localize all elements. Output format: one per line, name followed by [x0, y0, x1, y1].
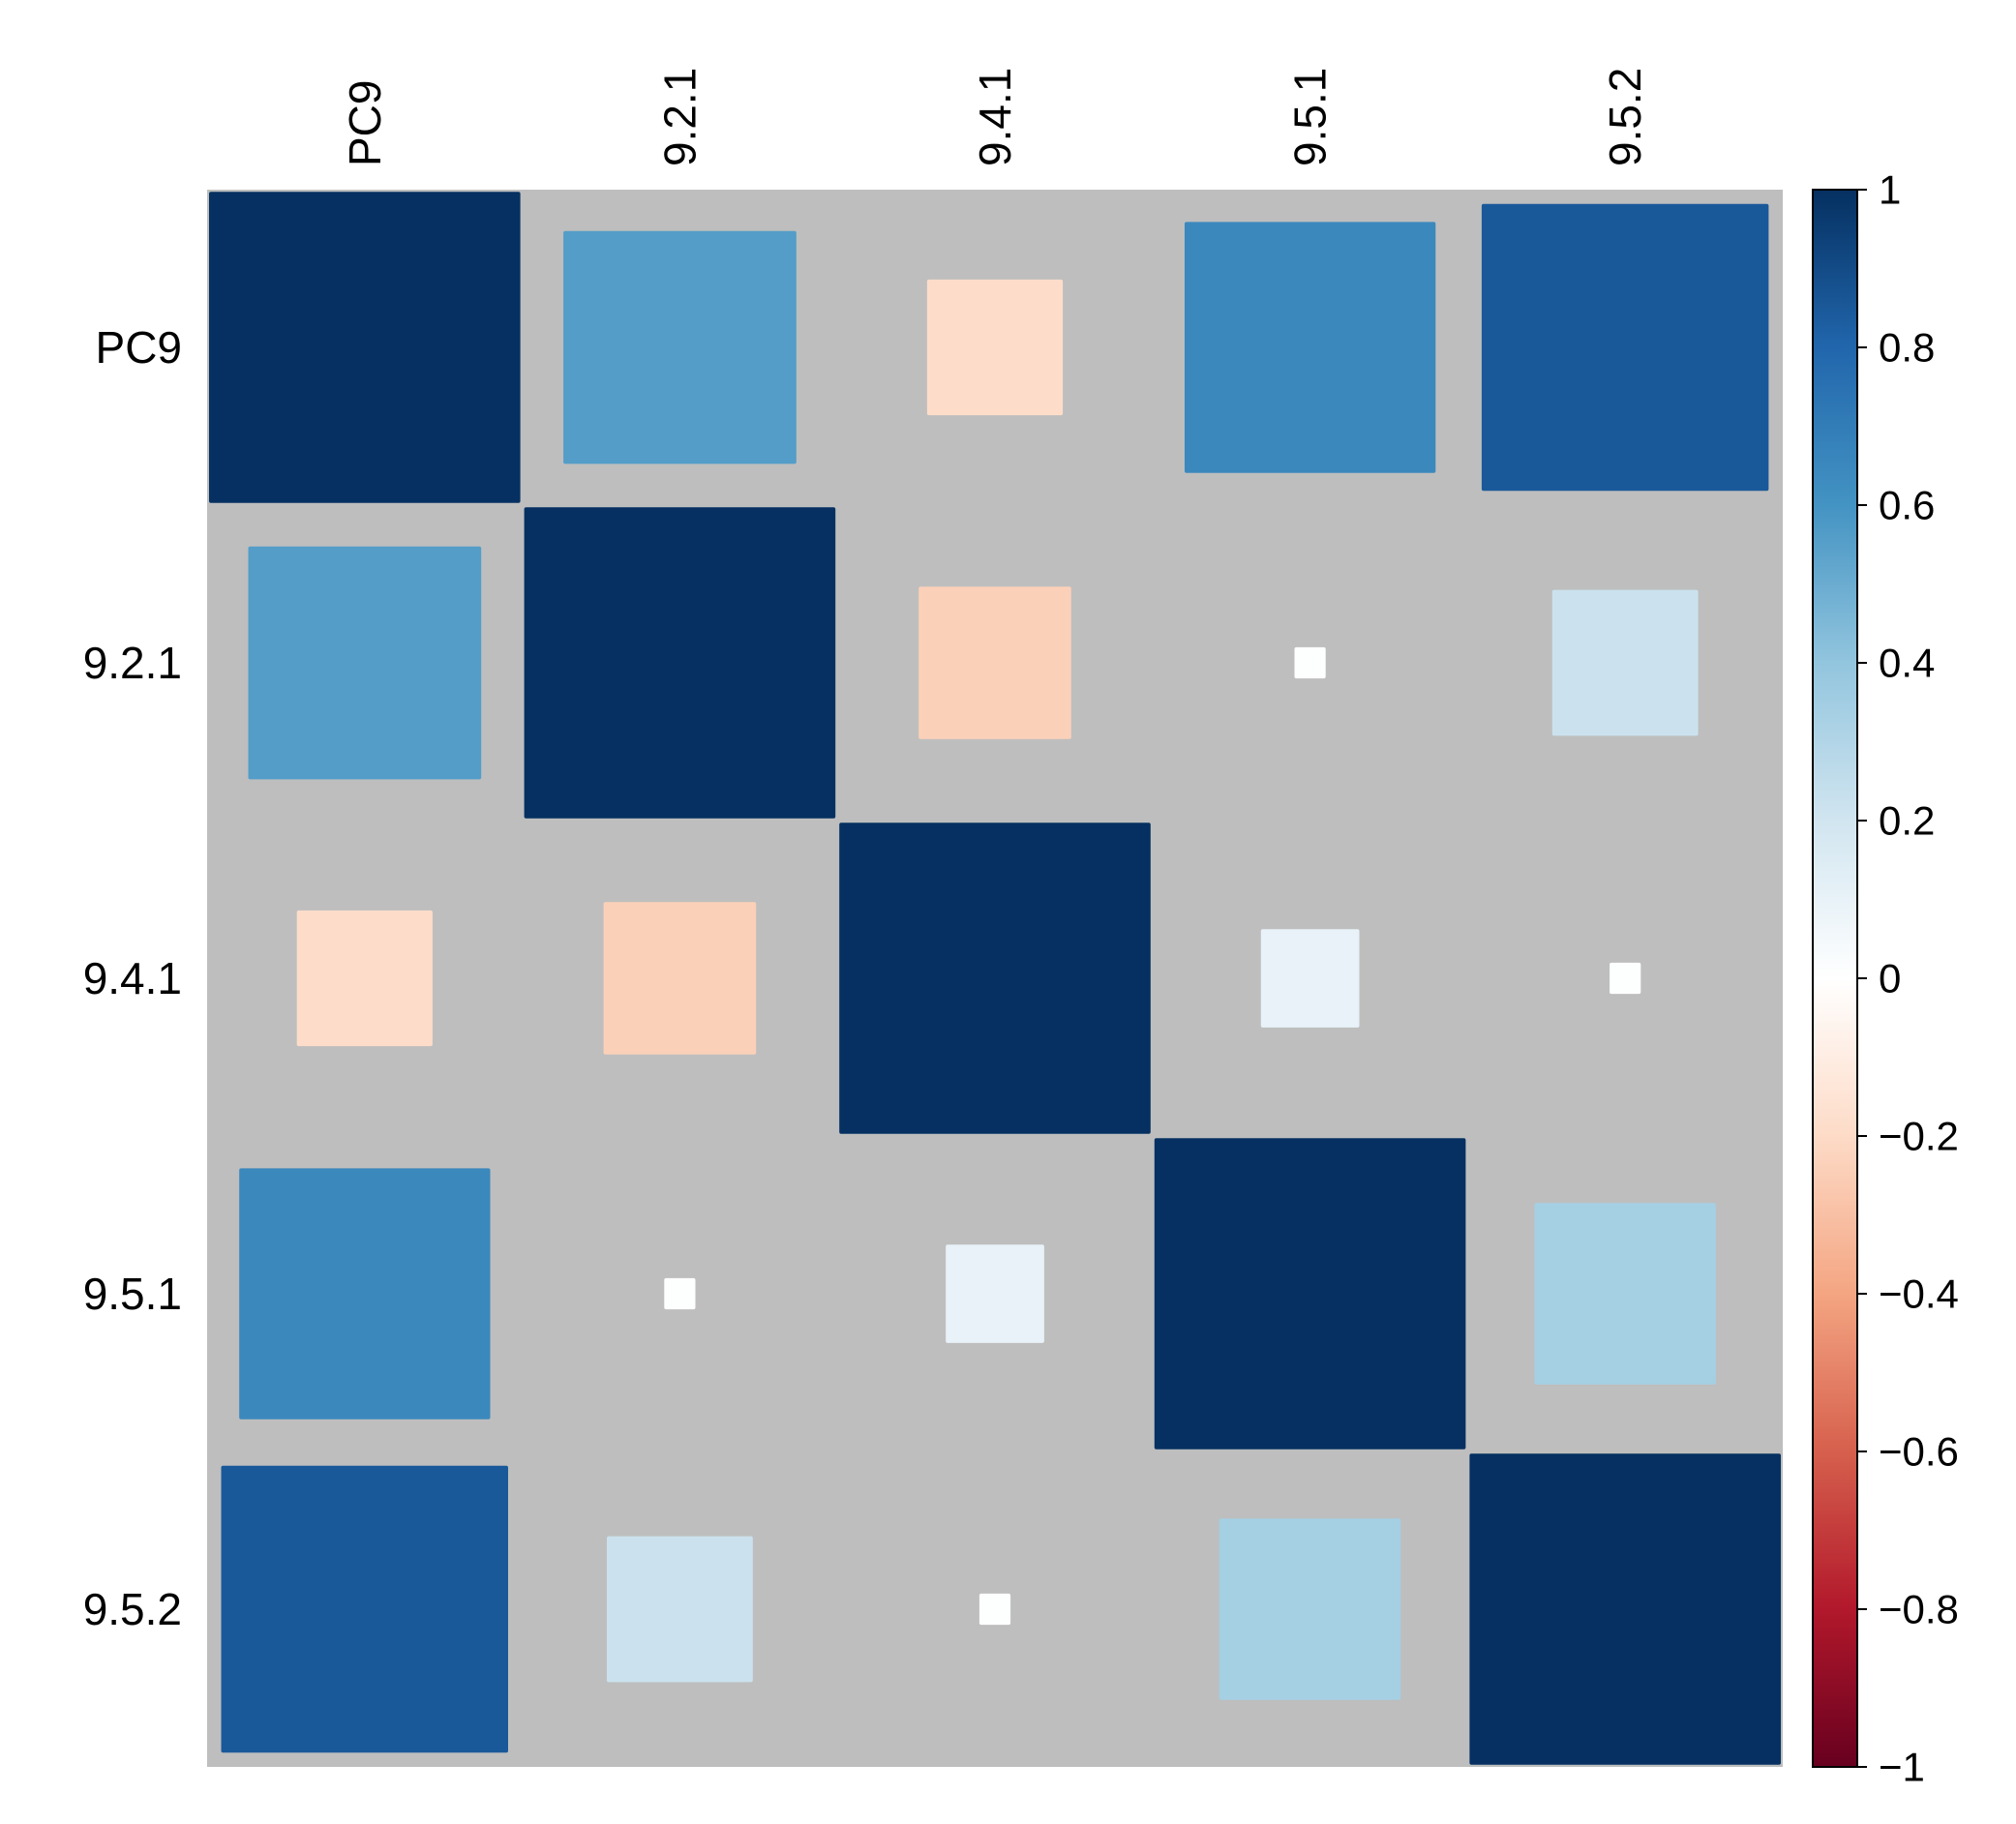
colorbar-tick-label: 0.6 — [1879, 483, 1935, 528]
colorbar-tick-label: −0.4 — [1879, 1271, 1959, 1317]
col-label: 9.2.1 — [654, 68, 705, 166]
cell-9.4.1-9.2.1 — [603, 902, 757, 1055]
cell-9.5.2-9.5.2 — [1469, 1453, 1781, 1765]
col-label: 9.5.2 — [1600, 68, 1650, 166]
colorbar-tick-label: 0.2 — [1879, 798, 1935, 844]
cell-9.5.1-9.4.1 — [946, 1244, 1044, 1343]
cell-9.4.1-9.5.1 — [1260, 929, 1360, 1028]
row-label: 9.5.2 — [83, 1584, 182, 1634]
cell-9.5.2-9.5.1 — [1219, 1518, 1401, 1700]
cell-9.4.1-PC9 — [296, 910, 433, 1047]
cell-PC9-9.5.2 — [1481, 203, 1769, 492]
cell-9.5.2-9.2.1 — [607, 1536, 753, 1683]
cell-PC9-PC9 — [209, 192, 521, 503]
cell-9.4.1-9.5.2 — [1610, 962, 1641, 995]
colorbar-tick-label: −0.8 — [1879, 1587, 1959, 1632]
col-label: PC9 — [340, 80, 390, 166]
colorbar-tick-label: 0.8 — [1879, 325, 1935, 371]
cell-PC9-9.4.1 — [926, 279, 1064, 416]
row-labels: PC9 9.2.1 9.4.1 9.5.1 9.5.2 — [83, 322, 182, 1634]
cell-9.4.1-9.4.1 — [839, 822, 1151, 1134]
col-label: 9.4.1 — [970, 68, 1020, 166]
cell-9.5.1-9.5.1 — [1154, 1138, 1466, 1450]
colorbar: 1 0.8 0.6 0.4 0.2 0 −0.2 −0.4 −0.6 −0.8 −1 — [1812, 167, 1959, 1790]
row-label: 9.5.1 — [83, 1269, 182, 1319]
colorbar-gradient — [1812, 189, 1858, 1768]
colorbar-tick-label: −0.2 — [1879, 1114, 1959, 1159]
col-label: 9.5.1 — [1285, 68, 1336, 166]
column-labels: PC9 9.2.1 9.4.1 9.5.1 9.5.2 — [340, 68, 1650, 166]
cell-9.5.1-PC9 — [239, 1168, 491, 1420]
colorbar-tick-label: 0.4 — [1879, 641, 1935, 686]
cell-9.5.2-PC9 — [221, 1465, 508, 1753]
cell-9.2.1-9.5.2 — [1551, 589, 1699, 736]
cell-PC9-9.2.1 — [563, 230, 797, 464]
cell-9.5.2-9.4.1 — [978, 1593, 1011, 1626]
cell-9.2.1-9.2.1 — [524, 507, 836, 819]
colorbar-tick-label: −0.6 — [1879, 1429, 1959, 1475]
plot-area — [207, 190, 1783, 1767]
colorbar-tick-label: −1 — [1879, 1745, 1925, 1790]
colorbar-tick-label: 0 — [1879, 956, 1901, 1002]
cell-PC9-9.5.1 — [1185, 222, 1436, 473]
cell-9.2.1-9.4.1 — [918, 586, 1071, 739]
cell-9.2.1-9.5.1 — [1294, 646, 1326, 679]
cell-9.5.1-9.2.1 — [664, 1277, 696, 1310]
row-label: 9.4.1 — [83, 953, 182, 1003]
row-label: PC9 — [96, 322, 182, 373]
cell-9.5.1-9.5.2 — [1534, 1203, 1716, 1385]
row-label: 9.2.1 — [83, 638, 182, 688]
cell-9.2.1-PC9 — [248, 546, 482, 780]
colorbar-tick-label: 1 — [1879, 167, 1901, 213]
